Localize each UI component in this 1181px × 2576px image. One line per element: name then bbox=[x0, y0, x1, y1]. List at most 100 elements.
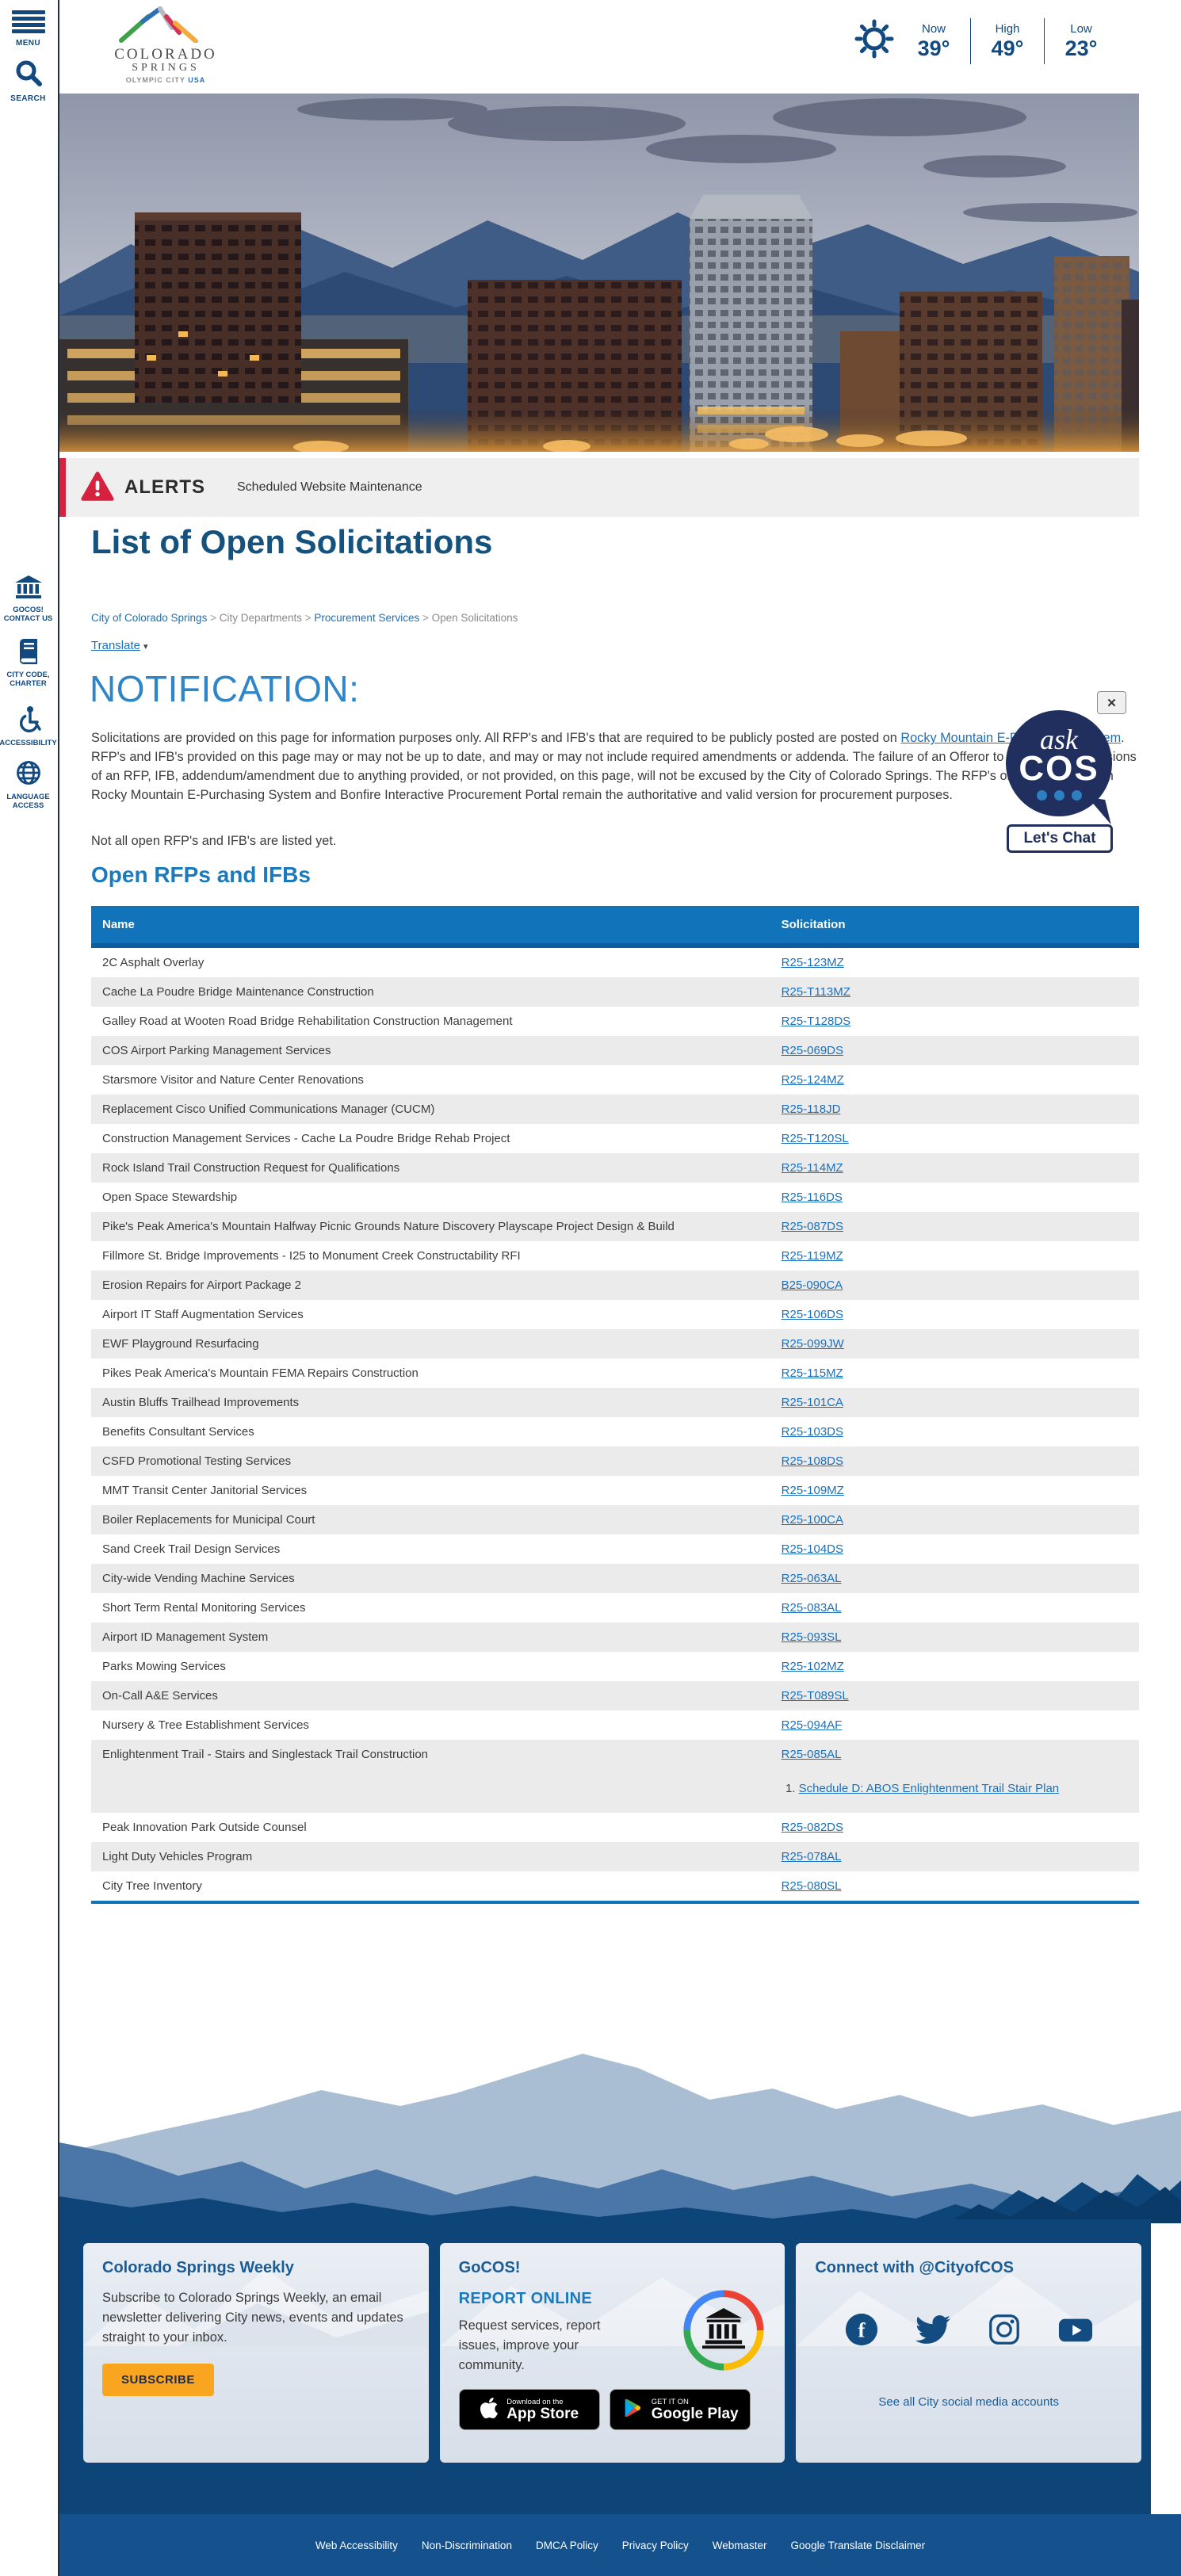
hamburger-icon bbox=[11, 8, 45, 36]
solicitation-code-link[interactable]: R25-T128DS bbox=[781, 1015, 851, 1028]
table-row: Erosion Repairs for Airport Package 2 B25… bbox=[91, 1271, 1139, 1300]
solicitation-code-link[interactable]: R25-106DS bbox=[781, 1308, 844, 1321]
table-row: Galley Road at Wooten Road Bridge Rehabi… bbox=[91, 1007, 1139, 1036]
weather-high-temp: 49° bbox=[991, 36, 1024, 60]
instagram-icon[interactable] bbox=[987, 2312, 1022, 2351]
solicitation-code-link[interactable]: R25-102MZ bbox=[781, 1660, 844, 1673]
solicitation-code-link[interactable]: R25-100CA bbox=[781, 1513, 844, 1527]
solicitation-code-link[interactable]: R25-104DS bbox=[781, 1542, 844, 1556]
table-row: Airport ID Management System R25-093SL bbox=[91, 1622, 1139, 1652]
solicitation-name: City Tree Inventory bbox=[102, 1879, 202, 1893]
divider bbox=[1044, 17, 1045, 64]
solicitation-code-link[interactable]: R25-099JW bbox=[781, 1337, 844, 1351]
app-store-small-text: Download on the bbox=[506, 2397, 564, 2406]
sidebar-item-language[interactable]: LANGUAGE ACCESS bbox=[0, 759, 56, 810]
search-button[interactable]: SEARCH bbox=[0, 59, 56, 103]
solicitation-code-link[interactable]: R25-103DS bbox=[781, 1425, 844, 1439]
solicitation-code-link[interactable]: R25-094AF bbox=[781, 1718, 843, 1732]
solicitation-code-link[interactable]: R25-115MZ bbox=[781, 1366, 843, 1380]
solicitation-code-link[interactable]: B25-090CA bbox=[781, 1278, 843, 1292]
alert-bar[interactable]: ALERTS Scheduled Website Maintenance bbox=[59, 458, 1139, 517]
subscribe-button[interactable]: SUBSCRIBE bbox=[102, 2364, 214, 2396]
table-row: Pike's Peak America's Mountain Halfway P… bbox=[91, 1212, 1139, 1241]
connect-card: Connect with @CityofCOS f See all City s… bbox=[796, 2243, 1142, 2463]
solicitation-code-link[interactable]: R25-108DS bbox=[781, 1454, 844, 1468]
table-row: Cache La Poudre Bridge Maintenance Const… bbox=[91, 977, 1139, 1007]
legal-link[interactable]: Non-Discrimination bbox=[421, 2539, 512, 2551]
solicitation-name: Starsmore Visitor and Nature Center Reno… bbox=[102, 1073, 364, 1087]
card-watermark bbox=[83, 2268, 429, 2346]
report-online-link[interactable]: REPORT ONLINE bbox=[458, 2290, 593, 2307]
solicitation-code-link[interactable]: R25-T089SL bbox=[781, 1689, 849, 1703]
solicitation-code-link[interactable]: R25-T113MZ bbox=[781, 985, 850, 999]
google-play-badge[interactable]: GET IT ON Google Play bbox=[609, 2389, 751, 2430]
solicitation-code-link[interactable]: R25-114MZ bbox=[781, 1161, 843, 1175]
attachment-list: Schedule D: ABOS Enlightenment Trail Sta… bbox=[799, 1782, 1128, 1795]
breadcrumb-item[interactable]: Procurement Services bbox=[314, 612, 420, 624]
solicitation-code-link[interactable]: R25-085AL bbox=[781, 1748, 842, 1761]
solicitation-code-link[interactable]: R25-118JD bbox=[781, 1103, 841, 1116]
translate-dropdown[interactable]: Translate ▾ bbox=[91, 639, 148, 652]
sidebar-item-gocos-contact[interactable]: GOCOS! CONTACT US bbox=[0, 575, 56, 623]
table-row: Construction Management Services - Cache… bbox=[91, 1124, 1139, 1153]
solicitation-code-link[interactable]: R25-087DS bbox=[781, 1220, 844, 1233]
legal-link[interactable]: Privacy Policy bbox=[621, 2539, 689, 2551]
breadcrumb-separator: > bbox=[419, 612, 432, 624]
footer-mountains-graphic bbox=[59, 2049, 1181, 2223]
solicitation-code-link[interactable]: R25-083AL bbox=[781, 1601, 842, 1615]
solicitation-code-link[interactable]: R25-063AL bbox=[781, 1572, 842, 1585]
solicitation-code-link[interactable]: R25-101CA bbox=[781, 1396, 844, 1409]
mountain-peaks-icon bbox=[117, 6, 215, 46]
sidebar-item-city-code[interactable]: CITY CODE, CHARTER bbox=[0, 639, 56, 688]
legal-link[interactable]: Web Accessibility bbox=[315, 2539, 398, 2551]
table-row: Nursery & Tree Establishment Services R25… bbox=[91, 1710, 1139, 1740]
solicitation-cell: R25-087DS bbox=[770, 1212, 1139, 1241]
table-row: Boiler Replacements for Municipal Court R… bbox=[91, 1505, 1139, 1535]
solicitation-name: Erosion Repairs for Airport Package 2 bbox=[102, 1278, 301, 1292]
solicitation-cell: B25-090CA bbox=[770, 1271, 1139, 1300]
app-store-badge[interactable]: Download on the App Store bbox=[458, 2389, 600, 2430]
footer-cards: Colorado Springs Weekly Subscribe to Col… bbox=[83, 2243, 1142, 2463]
legal-link[interactable]: Google Translate Disclaimer bbox=[790, 2539, 926, 2551]
solicitation-code-link[interactable]: R25-069DS bbox=[781, 1044, 844, 1057]
lets-chat-button[interactable]: Let's Chat bbox=[1007, 824, 1113, 853]
solicitation-code-link[interactable]: R25-T120SL bbox=[781, 1132, 849, 1145]
legal-link[interactable]: Webmaster bbox=[712, 2539, 767, 2551]
solicitation-code-link[interactable]: R25-124MZ bbox=[781, 1073, 844, 1087]
twitter-icon[interactable] bbox=[915, 2312, 951, 2351]
city-logo[interactable]: COLORADO SPRINGS OLYMPIC CITY USA bbox=[86, 6, 245, 84]
menu-button[interactable]: MENU bbox=[0, 8, 56, 48]
attachment-link[interactable]: Schedule D: ABOS Enlightenment Trail Sta… bbox=[798, 1782, 1060, 1795]
solicitation-name: Cache La Poudre Bridge Maintenance Const… bbox=[102, 985, 374, 999]
solicitation-cell: R25-069DS bbox=[770, 1036, 1139, 1065]
solicitation-code-link[interactable]: R25-123MZ bbox=[781, 956, 844, 969]
see-all-social-link[interactable]: See all City social media accounts bbox=[878, 2395, 1059, 2409]
table-row: Open Space Stewardship R25-116DS bbox=[91, 1183, 1139, 1212]
solicitation-cell: R25-063AL bbox=[770, 1564, 1139, 1593]
close-icon[interactable]: ✕ bbox=[1097, 691, 1126, 714]
chat-bubble[interactable]: ask COS bbox=[1006, 710, 1112, 816]
youtube-icon[interactable] bbox=[1058, 2312, 1093, 2351]
solicitation-code-link[interactable]: R25-080SL bbox=[781, 1879, 842, 1893]
alert-message[interactable]: Scheduled Website Maintenance bbox=[237, 480, 422, 494]
breadcrumb-item[interactable]: City of Colorado Springs bbox=[91, 612, 208, 624]
solicitation-code-link[interactable]: R25-109MZ bbox=[781, 1484, 844, 1497]
solicitation-cell: R25-T128DS bbox=[770, 1007, 1139, 1036]
solicitation-name: Airport ID Management System bbox=[102, 1630, 269, 1644]
solicitation-code-link[interactable]: R25-082DS bbox=[781, 1821, 844, 1834]
sun-icon bbox=[851, 16, 897, 66]
solicitation-code-link[interactable]: R25-093SL bbox=[781, 1630, 842, 1644]
solicitation-code-link[interactable]: R25-116DS bbox=[781, 1191, 843, 1204]
solicitation-code-link[interactable]: R25-119MZ bbox=[781, 1249, 843, 1263]
bank-icon bbox=[14, 575, 43, 603]
legal-link[interactable]: DMCA Policy bbox=[535, 2539, 598, 2551]
table-row: Benefits Consultant Services R25-103DS bbox=[91, 1417, 1139, 1447]
search-label: SEARCH bbox=[10, 94, 46, 103]
open-rfps-heading: Open RFPs and IFBs bbox=[91, 862, 311, 887]
translate-link[interactable]: Translate bbox=[91, 639, 140, 652]
facebook-icon[interactable]: f bbox=[844, 2312, 879, 2351]
table-row: Sand Creek Trail Design Services R25-104D… bbox=[91, 1535, 1139, 1564]
notification-paragraph: Solicitations are provided on this page … bbox=[91, 728, 1141, 805]
sidebar-item-accessibility[interactable]: ACCESSIBILITY bbox=[0, 705, 57, 747]
solicitation-code-link[interactable]: R25-078AL bbox=[781, 1850, 842, 1863]
